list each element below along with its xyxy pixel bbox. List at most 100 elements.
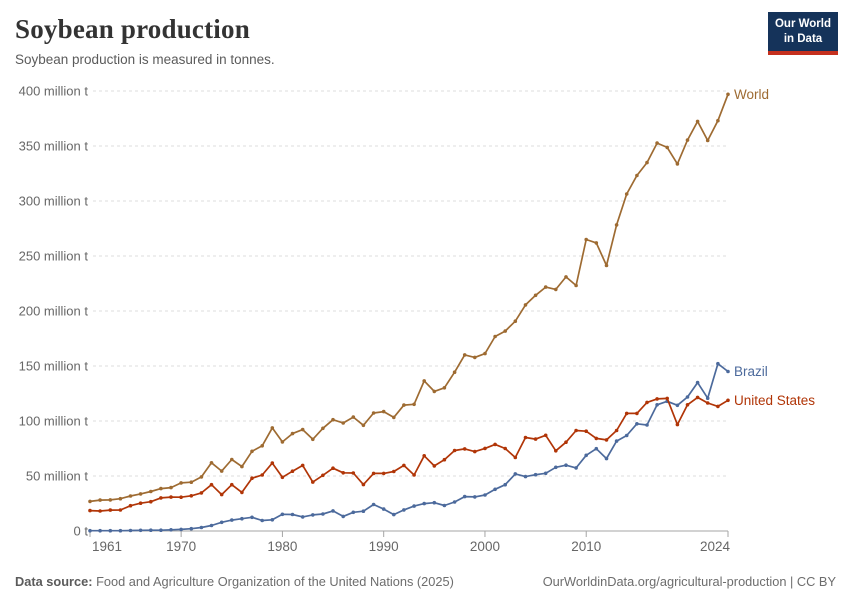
series-point-brazil bbox=[614, 439, 619, 443]
series-point-brazil bbox=[483, 493, 487, 497]
series-line-world[interactable] bbox=[89, 93, 729, 503]
series-point-brazil bbox=[230, 518, 234, 522]
series-line-united-states[interactable] bbox=[89, 396, 729, 512]
series-point-world bbox=[209, 461, 214, 465]
series-point-united-states bbox=[280, 475, 285, 480]
series-label-world[interactable]: World bbox=[734, 87, 769, 102]
series-point-brazil bbox=[594, 446, 599, 451]
series-point-united-states bbox=[371, 471, 376, 476]
series-point-world bbox=[230, 457, 234, 462]
series-point-united-states bbox=[128, 503, 133, 508]
series-point-world bbox=[624, 192, 629, 196]
series-point-brazil bbox=[473, 495, 477, 499]
series-point-brazil bbox=[584, 453, 588, 458]
series-label-brazil[interactable]: Brazil bbox=[734, 364, 768, 379]
series-point-world bbox=[290, 431, 295, 436]
series-point-brazil bbox=[392, 512, 396, 517]
series-point-brazil bbox=[716, 361, 720, 366]
series-point-united-states bbox=[574, 428, 578, 433]
series-point-united-states bbox=[493, 442, 497, 447]
series-point-world bbox=[483, 351, 487, 356]
series-point-brazil bbox=[574, 466, 578, 470]
series-point-brazil bbox=[695, 380, 700, 385]
series-point-brazil bbox=[402, 508, 406, 512]
owid-logo-line1: Our World bbox=[774, 18, 831, 30]
series-point-world bbox=[594, 241, 599, 245]
series-point-world bbox=[675, 162, 680, 166]
series-point-united-states bbox=[675, 422, 680, 427]
series-point-world bbox=[574, 283, 578, 288]
series-point-united-states bbox=[422, 454, 427, 458]
page-subtitle: Soybean production is measured in tonnes… bbox=[15, 52, 275, 67]
series-point-united-states bbox=[250, 476, 254, 481]
series-point-world bbox=[523, 303, 528, 307]
series-point-united-states bbox=[624, 411, 629, 416]
series-point-united-states bbox=[219, 492, 224, 497]
series-point-united-states bbox=[230, 482, 234, 487]
series-point-world bbox=[604, 263, 609, 268]
series-point-united-states bbox=[604, 438, 609, 442]
series-point-world bbox=[412, 402, 416, 407]
series-point-united-states bbox=[179, 495, 183, 500]
series-point-united-states bbox=[655, 397, 659, 401]
series-point-brazil bbox=[493, 487, 497, 492]
y-tick-label: 50 million t bbox=[26, 469, 89, 484]
series-point-brazil bbox=[523, 474, 528, 479]
series-point-united-states bbox=[503, 446, 508, 451]
y-tick-label: 100 million t bbox=[19, 414, 89, 429]
owid-logo[interactable]: Our World in Data bbox=[768, 12, 838, 55]
series-point-brazil bbox=[442, 503, 447, 508]
series-point-world bbox=[381, 409, 386, 414]
series-point-united-states bbox=[351, 471, 356, 475]
series-point-united-states bbox=[533, 437, 538, 441]
series-point-world bbox=[392, 415, 396, 420]
series-point-united-states bbox=[169, 495, 173, 499]
series-point-world bbox=[685, 138, 690, 142]
series-point-united-states bbox=[513, 455, 518, 460]
series-point-world bbox=[554, 287, 558, 292]
series-label-united-states[interactable]: United States bbox=[734, 393, 815, 408]
y-tick-label: 200 million t bbox=[19, 304, 89, 319]
series-point-brazil bbox=[513, 472, 518, 476]
series-point-brazil bbox=[149, 528, 153, 532]
series-point-brazil bbox=[564, 463, 568, 468]
series-point-brazil bbox=[300, 515, 305, 519]
x-tick-label: 2000 bbox=[470, 539, 500, 554]
series-point-united-states bbox=[108, 508, 113, 512]
series-point-world bbox=[300, 427, 305, 432]
series-point-world bbox=[442, 386, 447, 390]
y-tick-label: 350 million t bbox=[19, 139, 89, 154]
data-source-note: Data source: Food and Agriculture Organi… bbox=[15, 574, 454, 589]
series-point-world bbox=[503, 329, 508, 333]
series-point-united-states bbox=[381, 471, 386, 476]
series-point-world bbox=[98, 498, 102, 502]
series-point-united-states bbox=[442, 457, 447, 462]
series-point-brazil bbox=[159, 528, 163, 532]
series-point-united-states bbox=[118, 508, 123, 512]
y-tick-label: 150 million t bbox=[19, 359, 89, 374]
series-point-world bbox=[695, 119, 700, 124]
series-point-united-states bbox=[270, 461, 275, 465]
series-point-world bbox=[199, 475, 204, 479]
x-tick-label: 2024 bbox=[700, 539, 731, 554]
series-point-united-states bbox=[462, 447, 467, 451]
series-point-united-states bbox=[543, 433, 548, 438]
series-point-world bbox=[128, 494, 133, 498]
series-point-brazil bbox=[219, 520, 224, 525]
series-point-world bbox=[452, 370, 457, 375]
series-point-united-states bbox=[614, 428, 619, 433]
x-tick-label: 2010 bbox=[571, 539, 601, 554]
series-point-brazil bbox=[685, 395, 690, 399]
data-source-text: Food and Agriculture Organization of the… bbox=[92, 574, 454, 589]
series-point-brazil bbox=[726, 369, 730, 374]
series-point-united-states bbox=[98, 509, 102, 513]
series-point-world bbox=[402, 403, 406, 407]
series-point-brazil bbox=[361, 509, 366, 513]
series-point-world bbox=[716, 118, 720, 123]
series-point-united-states bbox=[300, 463, 305, 468]
series-point-brazil bbox=[635, 422, 639, 426]
series-line-brazil[interactable] bbox=[89, 362, 729, 532]
series-point-world bbox=[108, 498, 113, 502]
series-point-united-states bbox=[209, 482, 214, 487]
